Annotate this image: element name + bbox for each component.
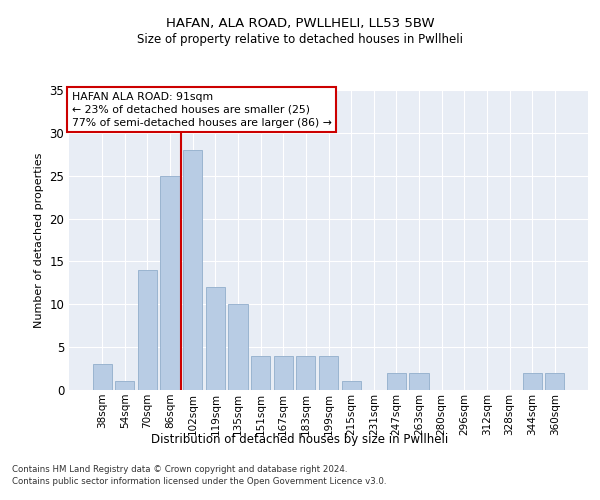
Bar <box>115 382 134 390</box>
Bar <box>409 373 428 390</box>
Text: HAFAN ALA ROAD: 91sqm
← 23% of detached houses are smaller (25)
77% of semi-deta: HAFAN ALA ROAD: 91sqm ← 23% of detached … <box>71 92 331 128</box>
Text: Size of property relative to detached houses in Pwllheli: Size of property relative to detached ho… <box>137 32 463 46</box>
Bar <box>138 270 157 390</box>
Bar <box>319 356 338 390</box>
Bar <box>387 373 406 390</box>
Bar <box>229 304 248 390</box>
Text: Contains HM Land Registry data © Crown copyright and database right 2024.: Contains HM Land Registry data © Crown c… <box>12 465 347 474</box>
Y-axis label: Number of detached properties: Number of detached properties <box>34 152 44 328</box>
Bar <box>206 287 225 390</box>
Bar <box>545 373 565 390</box>
Bar <box>183 150 202 390</box>
Bar <box>296 356 316 390</box>
Bar <box>341 382 361 390</box>
Bar <box>274 356 293 390</box>
Text: HAFAN, ALA ROAD, PWLLHELI, LL53 5BW: HAFAN, ALA ROAD, PWLLHELI, LL53 5BW <box>166 18 434 30</box>
Bar <box>160 176 180 390</box>
Text: Contains public sector information licensed under the Open Government Licence v3: Contains public sector information licen… <box>12 478 386 486</box>
Bar <box>92 364 112 390</box>
Text: Distribution of detached houses by size in Pwllheli: Distribution of detached houses by size … <box>151 432 449 446</box>
Bar <box>523 373 542 390</box>
Bar <box>251 356 270 390</box>
